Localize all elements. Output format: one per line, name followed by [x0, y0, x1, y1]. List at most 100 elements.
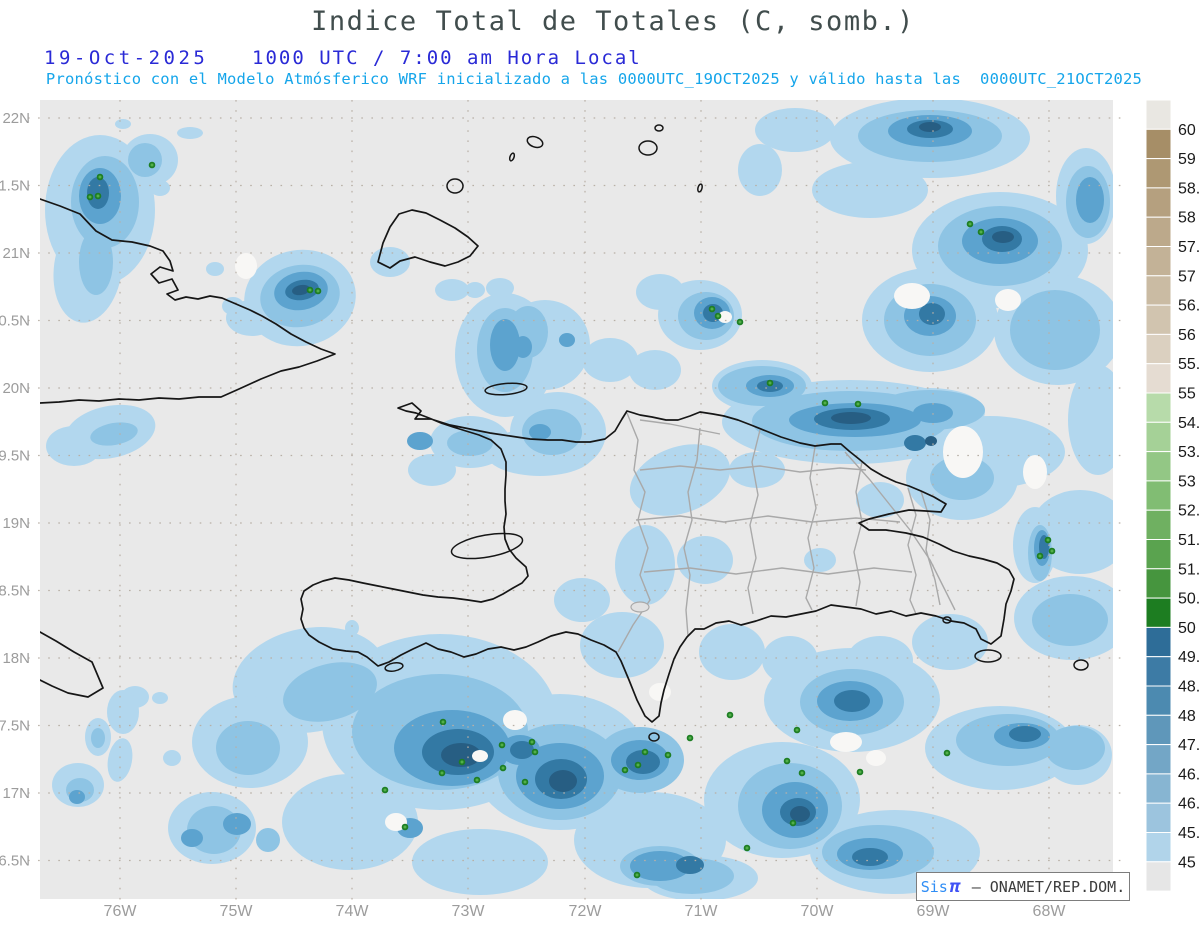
storm-core-speck-center	[623, 768, 627, 772]
colorbar-tick-label: 57.5	[1178, 239, 1200, 256]
great-inagua-coastline	[377, 209, 479, 269]
lat-axis-label: 1.5N	[0, 178, 30, 195]
storm-core-speck-center	[88, 195, 92, 199]
medium-shade-blob	[1045, 726, 1105, 770]
storm-core-speck-center	[533, 750, 537, 754]
colorbar-tick-label: 49.2	[1178, 649, 1200, 666]
colorbar-tick-label: 58	[1178, 210, 1196, 227]
storm-core-speck-center	[738, 320, 742, 324]
colorbar-tick-label: 45	[1178, 854, 1196, 871]
storm-core-speck-center	[1050, 549, 1054, 553]
colorbar-tick-label: 56.5	[1178, 298, 1200, 315]
light-shade-blob	[804, 548, 836, 572]
colorbar-segment	[1145, 187, 1172, 218]
colorbar-tick-label: 48.6	[1178, 679, 1200, 696]
vdark-shade-blob	[831, 412, 871, 424]
colorbar-segment	[1145, 158, 1172, 189]
deep-shade-blob	[630, 851, 690, 881]
colorbar-tick-label: 47.4	[1178, 737, 1200, 754]
storm-core-speck-center	[501, 766, 505, 770]
storm-core-speck-center	[823, 401, 827, 405]
deep-shade-blob	[407, 432, 433, 450]
island-outline	[697, 183, 703, 193]
colorbar-segment	[1145, 744, 1172, 775]
deep-shade-blob	[514, 336, 532, 358]
colorbar-segment	[1145, 304, 1172, 335]
light-shade-blob	[408, 454, 456, 486]
storm-core-speck-center	[98, 175, 102, 179]
colorbar-segment	[1145, 363, 1172, 394]
medium-shade-blob	[90, 422, 138, 446]
attribution-text: – ONAMET/REP.DOM.	[962, 877, 1126, 896]
holes-shade-blob	[235, 253, 257, 279]
storm-core-speck-center	[383, 788, 387, 792]
storm-core-speck-center	[96, 194, 100, 198]
colorbar-segment	[1145, 802, 1172, 834]
holes-shade-blob	[503, 710, 527, 730]
colorbar: 60 59 58.5 58 57.5 57 56.5 56 55.5 55 54.2 53.6 53 52…	[1145, 99, 1200, 892]
colorbar-segment	[1145, 656, 1172, 687]
colorbar-tick-label: 46.8	[1178, 766, 1200, 783]
colorbar-segment	[1145, 714, 1172, 746]
medium-shade-blob	[1010, 290, 1100, 370]
storm-core-speck-center	[523, 780, 527, 784]
colorbar-segment	[1145, 451, 1172, 482]
light-shade-blob	[107, 738, 133, 782]
province-border	[844, 451, 956, 611]
holes-shade-blob	[830, 732, 862, 752]
medium-shade-blob	[447, 430, 493, 456]
colorbar-segment	[1145, 128, 1172, 160]
storm-core-speck-center	[768, 381, 772, 385]
medium-shade-blob	[1032, 594, 1108, 646]
colorbar-tick-label: 51.2	[1178, 561, 1200, 578]
island-outline	[446, 178, 464, 194]
colorbar-tick-label: 54.2	[1178, 415, 1200, 432]
dark-shade-blob	[904, 435, 926, 451]
island-outline	[450, 532, 524, 560]
deep-shade-blob	[181, 829, 203, 847]
storm-core-speck-center	[530, 740, 534, 744]
province-border	[747, 429, 761, 615]
storm-core-speck-center	[716, 314, 720, 318]
holes-shade-blob	[866, 750, 886, 766]
lat-axis-label: 22N	[2, 110, 30, 127]
dark-shade-blob	[834, 690, 870, 712]
storm-core-speck-center	[316, 289, 320, 293]
light-shade-blob	[1068, 365, 1113, 475]
lat-axis-label: 20N	[2, 380, 30, 397]
dark-shade-blob	[1009, 726, 1041, 742]
island-outline	[974, 649, 1002, 663]
province-border	[683, 427, 701, 637]
light-shade-blob	[729, 452, 785, 488]
hispaniola-coastline	[300, 402, 1015, 723]
lon-axis-label: 70W	[801, 903, 835, 920]
light-shade-blob	[152, 692, 168, 704]
storm-core-speck-center	[745, 846, 749, 850]
colorbar-segment	[1145, 539, 1172, 570]
deep-shade-blob	[69, 790, 85, 804]
light-shade-blob	[738, 144, 782, 196]
forecast-date: 19-Oct-2025	[44, 47, 209, 69]
colorbar-tick-label: 45.6	[1178, 825, 1200, 842]
colorbar-segment	[1145, 685, 1172, 716]
holes-shade-blob	[649, 683, 671, 701]
lat-axis-label: 6.5N	[0, 853, 30, 870]
light-shade-blob	[163, 750, 181, 766]
island-outline	[942, 616, 952, 624]
vdark-shade-blob	[925, 436, 937, 446]
storm-core-speck-center	[1046, 538, 1050, 542]
light-shade-blob	[435, 279, 469, 301]
dark-shade-blob	[852, 848, 888, 866]
province-border	[805, 446, 817, 611]
light-shade-blob	[812, 162, 928, 218]
light-shade-blob	[554, 578, 610, 622]
medium-shade-blob	[283, 662, 377, 722]
province-border	[635, 515, 901, 523]
lon-axis-label: 69W	[917, 903, 951, 920]
province-border	[639, 465, 867, 473]
island-outline	[508, 152, 516, 162]
lake-enriquillo	[630, 601, 650, 613]
light-shade-blob	[912, 614, 988, 670]
light-shade-blob	[107, 690, 139, 734]
storm-core-speck-center	[968, 222, 972, 226]
